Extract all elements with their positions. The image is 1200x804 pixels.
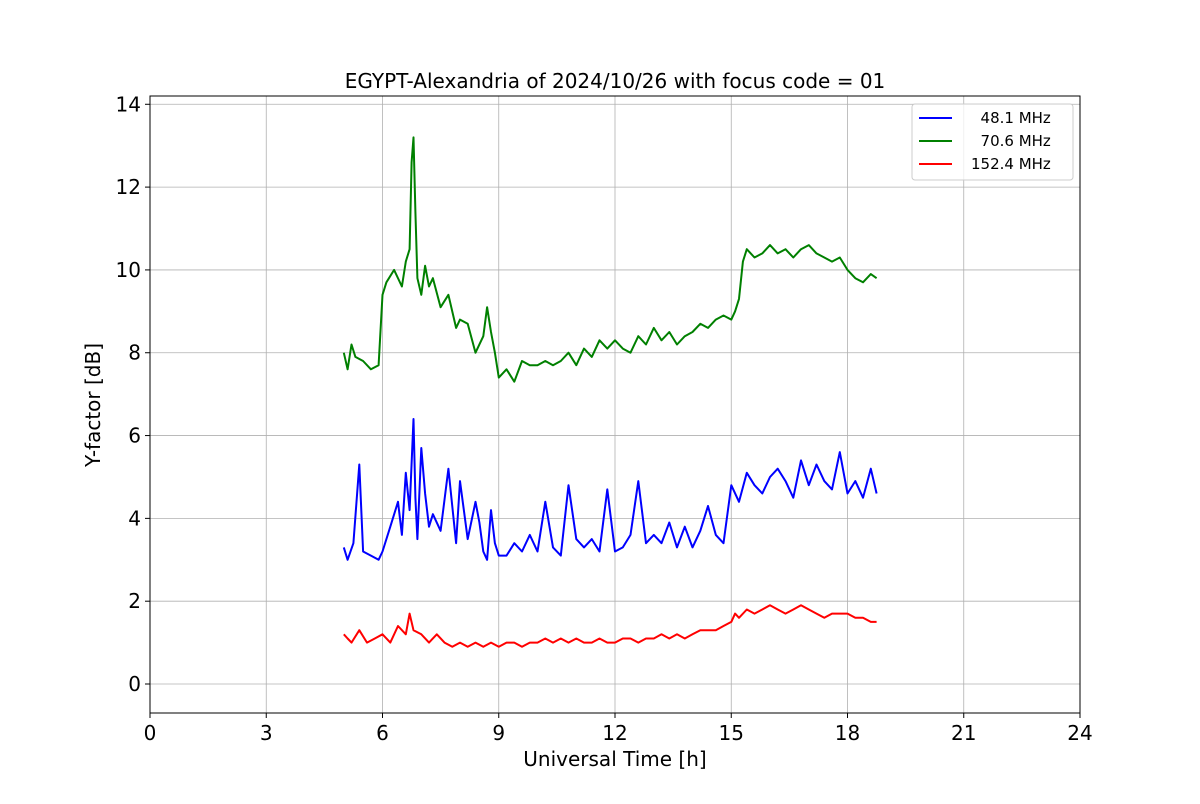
y-tick-label: 10 xyxy=(116,258,141,282)
y-tick-label: 14 xyxy=(116,92,141,116)
legend-label: 70.6 MHz xyxy=(971,132,1051,150)
legend-label: 48.1 MHz xyxy=(971,109,1051,127)
x-axis-title: Universal Time [h] xyxy=(523,747,706,771)
y-tick-label: 8 xyxy=(128,341,141,365)
legend-label: 152.4 MHz xyxy=(971,155,1051,173)
legend: 48.1 MHz 70.6 MHz 152.4 MHz xyxy=(911,103,1074,181)
x-tick-label: 21 xyxy=(951,721,976,745)
series-lines xyxy=(342,136,878,648)
grid-lines xyxy=(149,96,1081,713)
y-tick-label: 2 xyxy=(128,589,141,613)
x-tick-label: 3 xyxy=(260,721,273,745)
series-line-70-6-mhz xyxy=(342,136,878,383)
series-line-48-1-mhz xyxy=(342,418,878,561)
chart-title: EGYPT-Alexandria of 2024/10/26 with focu… xyxy=(345,69,886,93)
x-tick-label: 15 xyxy=(719,721,744,745)
y-tick-label: 4 xyxy=(128,506,141,530)
x-tick-label: 12 xyxy=(602,721,627,745)
y-tick-label: 0 xyxy=(128,672,141,696)
series-line-152-4-mhz xyxy=(343,604,877,648)
y-tick-label: 6 xyxy=(128,424,141,448)
y-tick-label: 12 xyxy=(116,175,141,199)
x-tick-label: 24 xyxy=(1067,721,1092,745)
x-tick-label: 0 xyxy=(144,721,157,745)
x-tick-label: 6 xyxy=(376,721,389,745)
x-tick-label: 18 xyxy=(835,721,860,745)
legend-box xyxy=(911,103,1074,181)
x-tick-label: 9 xyxy=(492,721,505,745)
y-axis-title: Y-factor [dB] xyxy=(81,343,105,468)
